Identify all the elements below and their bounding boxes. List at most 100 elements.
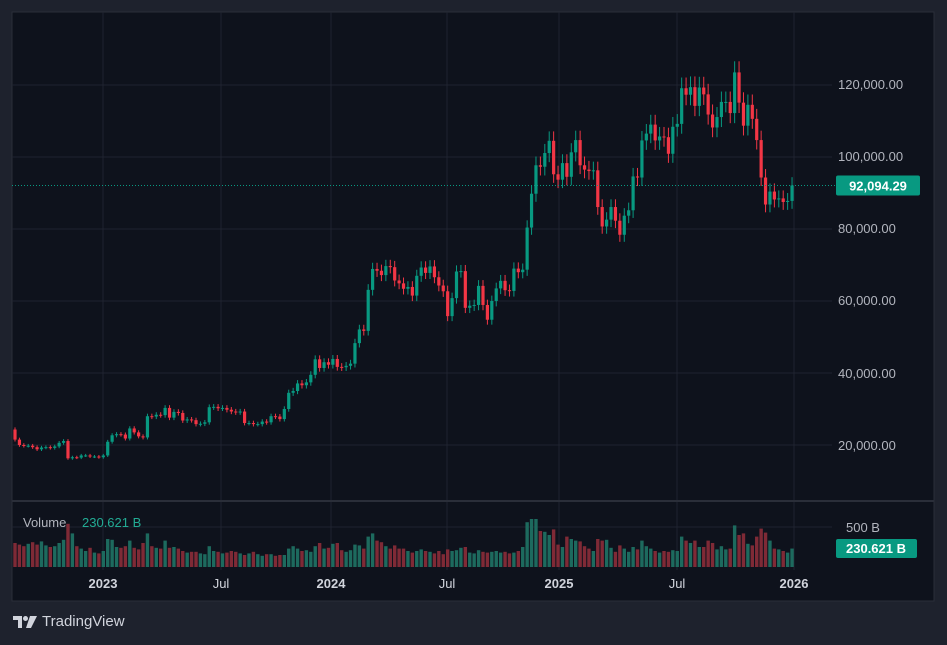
candle-body — [207, 407, 211, 423]
volume-bars — [13, 519, 794, 567]
candle-body — [322, 362, 326, 368]
candle-body — [194, 420, 198, 425]
volume-bar — [432, 553, 437, 567]
candle-body — [472, 304, 476, 306]
candle-body — [353, 343, 357, 364]
candle-body — [176, 411, 180, 413]
candle-body — [724, 101, 728, 103]
candle-body — [150, 416, 154, 418]
volume-bar — [61, 539, 66, 567]
volume-bar — [397, 548, 401, 567]
volume-legend-label[interactable]: Volume — [23, 515, 66, 530]
volume-bar — [596, 539, 600, 567]
candle-body — [212, 406, 216, 408]
volume-bar — [344, 551, 348, 567]
candle-body — [185, 419, 189, 421]
volume-bar — [587, 548, 591, 567]
volume-bar — [141, 543, 145, 567]
candle-body — [688, 87, 693, 95]
volume-bar — [688, 543, 693, 567]
volume-bar — [353, 544, 357, 567]
candle-body — [578, 140, 582, 166]
candle-body — [291, 391, 295, 393]
candle-body — [618, 220, 622, 235]
candle-body — [560, 163, 565, 180]
volume-bar — [110, 539, 114, 567]
candle-body — [229, 409, 233, 412]
volume-bar — [644, 546, 649, 567]
volume-bar — [348, 550, 353, 567]
candle-body — [344, 365, 348, 368]
volume-bar — [136, 549, 141, 567]
volume-bar — [428, 551, 432, 567]
volume-bar — [172, 547, 176, 567]
candle-body — [145, 416, 150, 438]
volume-bar — [618, 545, 622, 567]
candle-body — [31, 445, 35, 448]
candle-body — [190, 419, 194, 421]
candle-body — [309, 374, 313, 383]
volume-bar — [123, 546, 128, 567]
volume-bar — [176, 548, 181, 567]
volume-bar — [490, 551, 494, 567]
volume-bar — [13, 543, 17, 567]
candle-body — [198, 423, 203, 425]
candle-body — [114, 434, 119, 436]
volume-bar — [600, 540, 604, 567]
candle-body — [70, 457, 74, 459]
volume-bar — [278, 555, 282, 567]
candle-body — [534, 165, 538, 194]
x-tick: Jul — [669, 576, 686, 591]
volume-bar — [591, 551, 596, 567]
candle-body — [759, 140, 763, 178]
candle-body — [697, 87, 701, 106]
volume-bar — [53, 546, 57, 567]
candle-body — [97, 456, 101, 458]
candle-body — [680, 88, 684, 124]
volume-bar — [516, 551, 521, 567]
candle-body — [172, 411, 176, 418]
volume-bar — [772, 548, 777, 567]
volume-bar — [70, 533, 75, 567]
candle-body — [454, 271, 459, 299]
volume-bar — [35, 544, 39, 567]
candle-body — [459, 271, 463, 273]
y-tick: 120,000.00 — [838, 77, 903, 92]
chart-frame — [11, 11, 935, 602]
volume-bar — [114, 547, 119, 567]
last-price-badge — [836, 175, 920, 196]
volume-value-badge — [836, 539, 917, 558]
volume-bar — [406, 551, 410, 567]
volume-bar — [181, 551, 185, 567]
volume-bar — [313, 546, 317, 567]
volume-bar — [366, 536, 370, 567]
candle-body — [547, 140, 551, 154]
volume-bar — [463, 547, 468, 567]
volume-bar — [525, 522, 529, 567]
candle-body — [706, 94, 710, 115]
candle-body — [366, 289, 370, 331]
candle-body — [295, 383, 300, 391]
volume-bar — [582, 546, 587, 567]
volume-bar — [697, 547, 702, 567]
candle-body — [401, 283, 406, 289]
tradingview-logo[interactable]: TradingView — [13, 613, 125, 630]
volume-bar — [732, 525, 737, 567]
candle-body — [132, 428, 136, 433]
candle-body — [39, 447, 44, 450]
candle-body — [569, 152, 573, 177]
candle-body — [251, 423, 256, 425]
candle-body — [57, 442, 61, 447]
volume-bar — [295, 548, 300, 567]
candle-body — [220, 407, 225, 409]
candle-body — [649, 124, 653, 134]
candle-body — [61, 441, 66, 443]
volume-bar — [481, 551, 485, 567]
candle-body — [693, 87, 697, 106]
candle-body — [371, 268, 375, 290]
volume-bar — [309, 551, 313, 567]
volume-bar — [521, 547, 525, 567]
volume-bar — [679, 536, 684, 567]
candle-body — [163, 407, 167, 416]
